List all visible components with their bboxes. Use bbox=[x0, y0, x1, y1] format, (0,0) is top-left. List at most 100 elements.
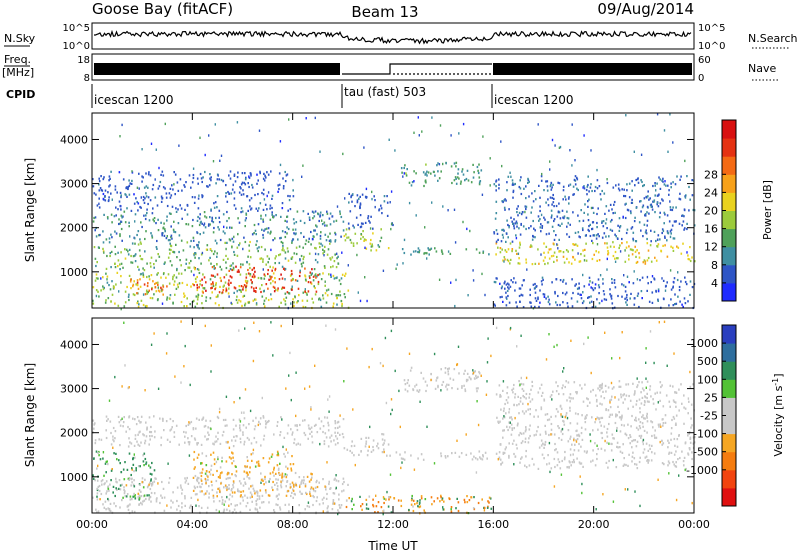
data-cell bbox=[126, 285, 128, 289]
data-cell bbox=[312, 217, 314, 220]
data-cell bbox=[111, 221, 113, 224]
data-cell bbox=[242, 247, 244, 251]
data-cell bbox=[259, 489, 262, 492]
data-cell bbox=[395, 451, 398, 454]
data-cell bbox=[655, 239, 657, 243]
data-cell bbox=[248, 471, 251, 474]
data-cell bbox=[121, 216, 123, 219]
data-cell bbox=[224, 418, 227, 421]
data-cell bbox=[140, 242, 142, 245]
data-cell bbox=[310, 230, 312, 234]
data-cell bbox=[332, 305, 334, 308]
data-cell bbox=[332, 502, 334, 505]
data-cell bbox=[202, 273, 204, 276]
data-cell bbox=[549, 395, 552, 398]
data-cell bbox=[454, 304, 456, 308]
data-cell bbox=[516, 447, 518, 450]
data-cell bbox=[617, 187, 620, 190]
data-cell bbox=[316, 496, 318, 499]
data-cell bbox=[239, 186, 241, 189]
data-cell bbox=[495, 229, 498, 232]
data-cell bbox=[114, 253, 117, 256]
data-cell bbox=[656, 391, 658, 394]
data-cell bbox=[168, 212, 171, 215]
data-cell bbox=[185, 223, 187, 226]
data-cell bbox=[205, 454, 208, 458]
data-cell bbox=[131, 498, 133, 501]
data-cell bbox=[247, 268, 249, 272]
cpid-segment-0: icescan 1200 bbox=[94, 93, 173, 107]
data-cell bbox=[262, 218, 264, 221]
data-cell bbox=[137, 230, 140, 233]
data-cell bbox=[258, 420, 260, 423]
data-cell bbox=[679, 192, 681, 195]
data-cell bbox=[188, 421, 190, 424]
data-cell bbox=[634, 250, 637, 253]
data-cell bbox=[654, 184, 656, 187]
data-cell bbox=[568, 235, 571, 238]
data-cell bbox=[499, 251, 502, 254]
data-cell bbox=[131, 179, 133, 182]
data-cell bbox=[562, 185, 565, 188]
data-cell bbox=[107, 463, 109, 466]
data-cell bbox=[216, 495, 218, 498]
data-cell bbox=[201, 180, 203, 184]
data-cell bbox=[246, 501, 249, 505]
data-cell bbox=[98, 206, 101, 209]
data-cell bbox=[614, 250, 617, 254]
data-cell bbox=[636, 440, 639, 443]
data-cell bbox=[581, 491, 583, 495]
data-cell bbox=[170, 234, 173, 237]
data-cell bbox=[285, 174, 288, 177]
data-cell bbox=[122, 468, 125, 471]
data-cell bbox=[380, 506, 383, 509]
data-cell bbox=[413, 468, 416, 471]
data-cell bbox=[274, 281, 276, 284]
data-cell bbox=[162, 284, 164, 287]
data-cell bbox=[201, 222, 203, 225]
data-cell bbox=[582, 400, 585, 403]
data-cell bbox=[102, 285, 104, 288]
data-cell bbox=[244, 481, 246, 484]
data-cell bbox=[184, 208, 186, 211]
data-cell bbox=[146, 284, 149, 288]
data-cell bbox=[336, 252, 338, 255]
data-cell bbox=[510, 279, 512, 282]
data-cell bbox=[105, 460, 108, 463]
data-cell bbox=[308, 275, 311, 278]
data-cell bbox=[215, 283, 217, 286]
data-cell bbox=[525, 261, 528, 264]
data-cell bbox=[220, 279, 222, 282]
data-cell bbox=[248, 199, 251, 202]
data-cell bbox=[169, 440, 171, 443]
data-cell bbox=[417, 116, 419, 119]
data-cell bbox=[141, 225, 143, 229]
data-cell bbox=[647, 461, 649, 464]
data-cell bbox=[213, 443, 215, 446]
data-cell bbox=[154, 286, 157, 289]
data-cell bbox=[205, 482, 207, 485]
data-cell bbox=[534, 282, 536, 286]
data-cell bbox=[239, 420, 242, 423]
data-cell bbox=[427, 247, 429, 250]
colorbar-tick-label: 25 bbox=[704, 391, 718, 404]
data-cell bbox=[236, 270, 239, 273]
data-cell bbox=[663, 320, 666, 323]
data-cell bbox=[553, 345, 555, 348]
data-cell bbox=[352, 242, 355, 245]
data-cell bbox=[128, 248, 131, 251]
data-cell bbox=[136, 440, 138, 443]
data-cell bbox=[613, 200, 616, 204]
data-cell bbox=[378, 208, 381, 211]
data-cell bbox=[119, 268, 121, 271]
data-cell bbox=[654, 436, 656, 439]
data-cell bbox=[514, 281, 517, 284]
data-cell bbox=[664, 421, 667, 424]
data-cell bbox=[628, 245, 630, 248]
data-cell bbox=[426, 257, 428, 260]
data-cell bbox=[271, 197, 273, 200]
data-cell bbox=[379, 362, 382, 365]
data-cell bbox=[136, 200, 138, 204]
data-cell bbox=[551, 281, 553, 284]
data-cell bbox=[635, 403, 638, 406]
